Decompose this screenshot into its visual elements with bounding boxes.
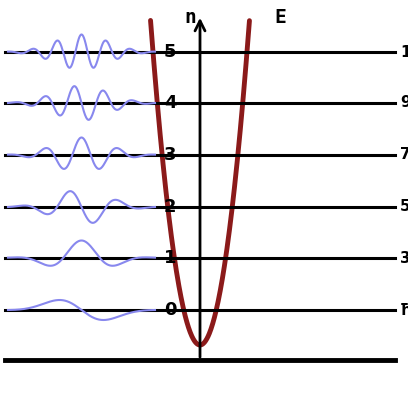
Text: 11ħω/2: 11ħω/2: [400, 44, 408, 60]
Text: 9ħω/2: 9ħω/2: [400, 96, 408, 110]
Text: 4: 4: [164, 94, 176, 112]
Text: 0: 0: [164, 301, 176, 319]
Text: 3ħω/2: 3ħω/2: [400, 250, 408, 266]
Text: n: n: [184, 8, 196, 27]
Text: E: E: [274, 8, 286, 27]
Text: 2: 2: [164, 198, 176, 216]
Text: 3: 3: [164, 146, 176, 164]
Text: 5: 5: [164, 43, 176, 61]
Text: 1: 1: [164, 249, 176, 267]
Text: 5ħω/2: 5ħω/2: [400, 200, 408, 214]
Text: ħω/2: ħω/2: [400, 302, 408, 318]
Text: 7ħω/2: 7ħω/2: [400, 148, 408, 162]
